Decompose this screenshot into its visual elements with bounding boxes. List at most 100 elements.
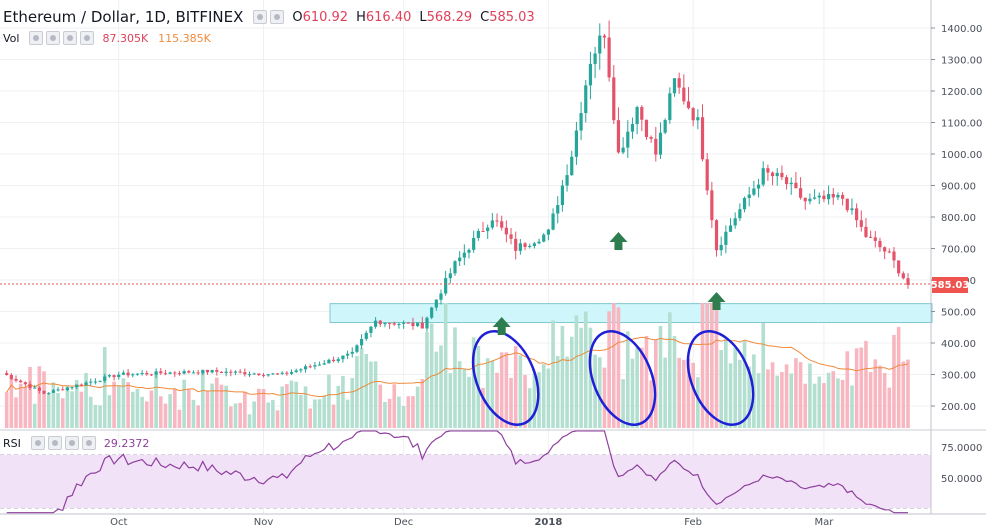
candle-body [756,184,761,189]
volume-bar [317,399,322,428]
rsi-tick-label: 50.0000 [941,474,982,485]
volume-bar [864,340,868,428]
candle-body [145,373,149,375]
volume-bar [397,396,401,428]
candle-body [794,182,798,189]
volume-bar [471,337,476,428]
volume-bar [327,374,331,428]
candle-body [159,371,163,374]
candle-body [285,372,289,374]
candle-body [476,231,480,238]
candle-body [654,138,658,155]
volume-bar [803,383,808,428]
close-icon[interactable] [81,436,96,450]
time-axis[interactable]: Oct Nov Dec 2018 Feb Mar [110,517,834,528]
candle-body [93,381,98,383]
candle-body [626,131,630,148]
candle-body [472,237,476,250]
candle-body [42,390,46,394]
volume-bar [672,336,677,428]
volume-bar [102,347,107,428]
volume-bars [4,303,910,428]
candle-body [579,113,583,131]
volume-bar [79,391,84,428]
candle-body [65,387,69,391]
open-label: O [292,9,303,25]
candle-body [775,172,779,177]
volume-bar [345,399,350,428]
add-icon[interactable] [64,436,79,450]
price-axis[interactable]: 1400.00 1300.00 1200.00 1100.00 1000.00 900.0… [931,24,982,413]
volume-bar [761,322,766,428]
candle-body [187,371,191,373]
volume-label[interactable]: Vol [3,31,20,45]
time-tick-label: 2018 [534,517,562,528]
volume-bar [383,401,387,428]
candle-body [719,244,723,251]
candle-body [103,376,107,381]
open-value: 610.92 [302,9,349,25]
chart-header: Ethereum / Dollar, 1D, BITFINEX O610.92 … [3,8,535,26]
close-icon[interactable] [80,31,95,45]
settings-icon[interactable] [270,10,285,24]
volume-bar [775,375,780,428]
candle-body [537,241,541,244]
settings-icon[interactable] [47,436,62,450]
volume-bar [882,373,887,428]
rsi-label[interactable]: RSI [3,436,21,450]
add-icon[interactable] [63,31,78,45]
candle-body [327,359,331,364]
volume-bar [84,372,88,428]
candle-body [448,273,452,279]
candle-body [135,373,140,375]
volume-bar [583,311,588,428]
visibility-icon[interactable] [29,31,44,45]
rsi-axis[interactable]: 75.0000 50.0000 [941,443,982,485]
volume-bar [294,381,299,428]
candle-body [500,221,504,228]
volume-bar [677,357,681,428]
candle-body [383,322,387,325]
volume-bar [588,327,593,428]
price-tick-label: 700.00 [941,245,976,256]
visibility-icon[interactable] [30,436,45,450]
volume-bar [355,356,359,428]
candle-body [299,369,303,371]
candle-body [303,366,308,370]
volume-bar [499,352,504,428]
support-zone[interactable] [329,303,933,324]
volume-bar [308,408,313,428]
candle-body [528,245,532,247]
candle-body [598,35,602,54]
candle-body [883,247,887,252]
volume-bar [331,404,336,428]
candle-body [364,332,368,339]
volume-bar [639,347,644,428]
volume-bar [158,396,163,428]
volume-bar [630,358,635,428]
candle-body [490,220,494,228]
volume-bar [906,359,910,428]
candle-body [462,252,466,258]
volume-bar [798,362,803,428]
volume-legend: Vol 87.305K 115.385K [3,31,211,45]
settings-icon[interactable] [46,31,61,45]
up-arrow-icon [609,232,628,250]
visibility-icon[interactable] [253,10,268,24]
volume-bar [205,390,210,428]
candle-body [266,374,270,376]
volume-bar [224,385,228,428]
candle-body [761,168,765,185]
close-value: 585.03 [489,9,535,25]
candle-body [84,382,88,386]
candle-body [481,231,485,233]
price-tick-label: 200.00 [941,402,976,413]
candle-body [803,197,807,202]
volume-bar [682,359,686,428]
volume-bar [42,371,46,428]
candle-body [878,240,882,248]
volume-bar [135,389,140,428]
volume-bar [98,405,102,428]
volume-bar [901,361,906,428]
symbol-title[interactable]: Ethereum / Dollar, 1D, BITFINEX [3,8,244,26]
